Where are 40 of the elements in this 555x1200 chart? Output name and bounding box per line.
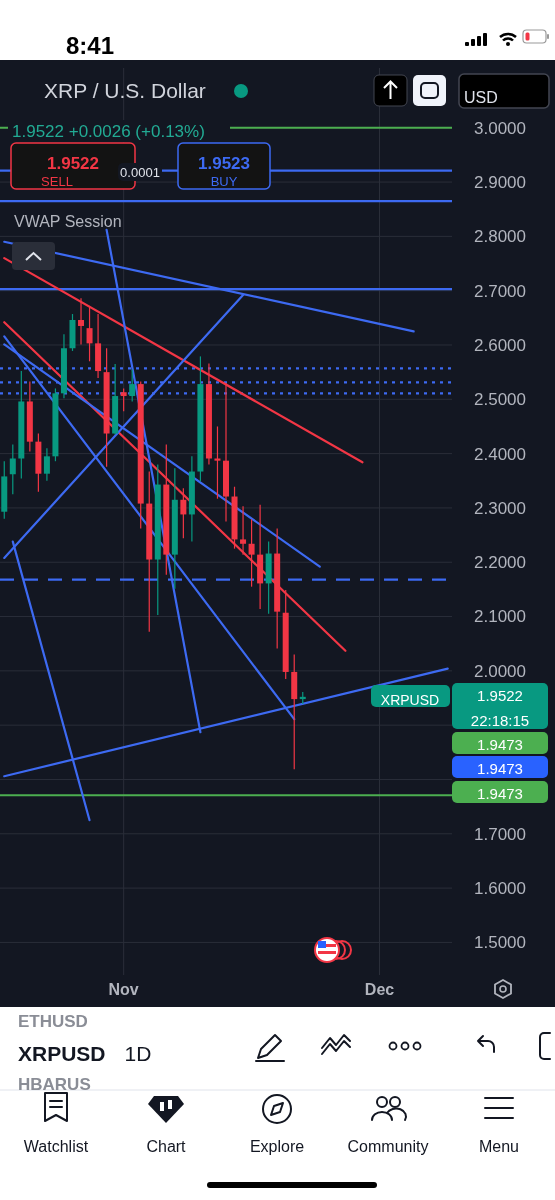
text: ETHUSD xyxy=(18,1011,88,1031)
text: 1.9522 +0.0026 (+0.13%) xyxy=(12,122,205,141)
y-tick-label: 2.4000 xyxy=(474,444,526,464)
y-tick-label: 1.7000 xyxy=(474,824,526,844)
y-tick-label: 2.1000 xyxy=(474,607,526,627)
y-tick-label: 2.8000 xyxy=(474,227,526,247)
text: 1.9473 xyxy=(477,736,523,754)
y-tick-label: 3.0000 xyxy=(474,118,526,138)
annotation: 1.9522 xyxy=(47,153,99,173)
text: USD xyxy=(464,88,498,106)
x-tick-label: Dec xyxy=(364,981,395,998)
text: 1D xyxy=(124,1042,152,1066)
text: Explore xyxy=(249,1137,305,1155)
text: Menu xyxy=(478,1137,520,1155)
y-tick-label: 2.9000 xyxy=(474,173,526,192)
annotation: VWAP Session xyxy=(14,212,122,230)
y-tick-label: 1.5000 xyxy=(474,933,526,953)
y-tick-label: 2.7000 xyxy=(474,281,526,301)
text: 1.9473 xyxy=(477,760,523,778)
annotation: XRPUSD xyxy=(380,691,440,708)
y-tick-label: 2.6000 xyxy=(474,335,526,355)
text: XRP / U.S. Dollar xyxy=(44,79,206,102)
annotation: SELL xyxy=(41,173,73,189)
text: Chart xyxy=(146,1137,187,1155)
annotation: BUY xyxy=(210,173,238,189)
x-tick-label: Nov xyxy=(108,981,139,998)
text: Watchlist xyxy=(23,1137,89,1155)
text: Community xyxy=(347,1137,429,1155)
y-tick-label: 2.5000 xyxy=(474,390,526,410)
y-tick-label: 2.0000 xyxy=(474,661,526,681)
annotation: 1.9523 xyxy=(198,153,250,173)
text: HBARUS xyxy=(18,1074,91,1094)
y-tick-label: 1.6000 xyxy=(474,879,526,899)
text: XRPUSD xyxy=(18,1042,106,1066)
text: 22:18:15 xyxy=(470,712,530,730)
text: 1.9522 xyxy=(477,687,523,705)
text: 1.9473 xyxy=(477,785,523,803)
text: 8:41 xyxy=(65,32,115,60)
y-tick-label: 2.3000 xyxy=(474,498,526,518)
y-tick-label: 2.2000 xyxy=(474,553,526,573)
